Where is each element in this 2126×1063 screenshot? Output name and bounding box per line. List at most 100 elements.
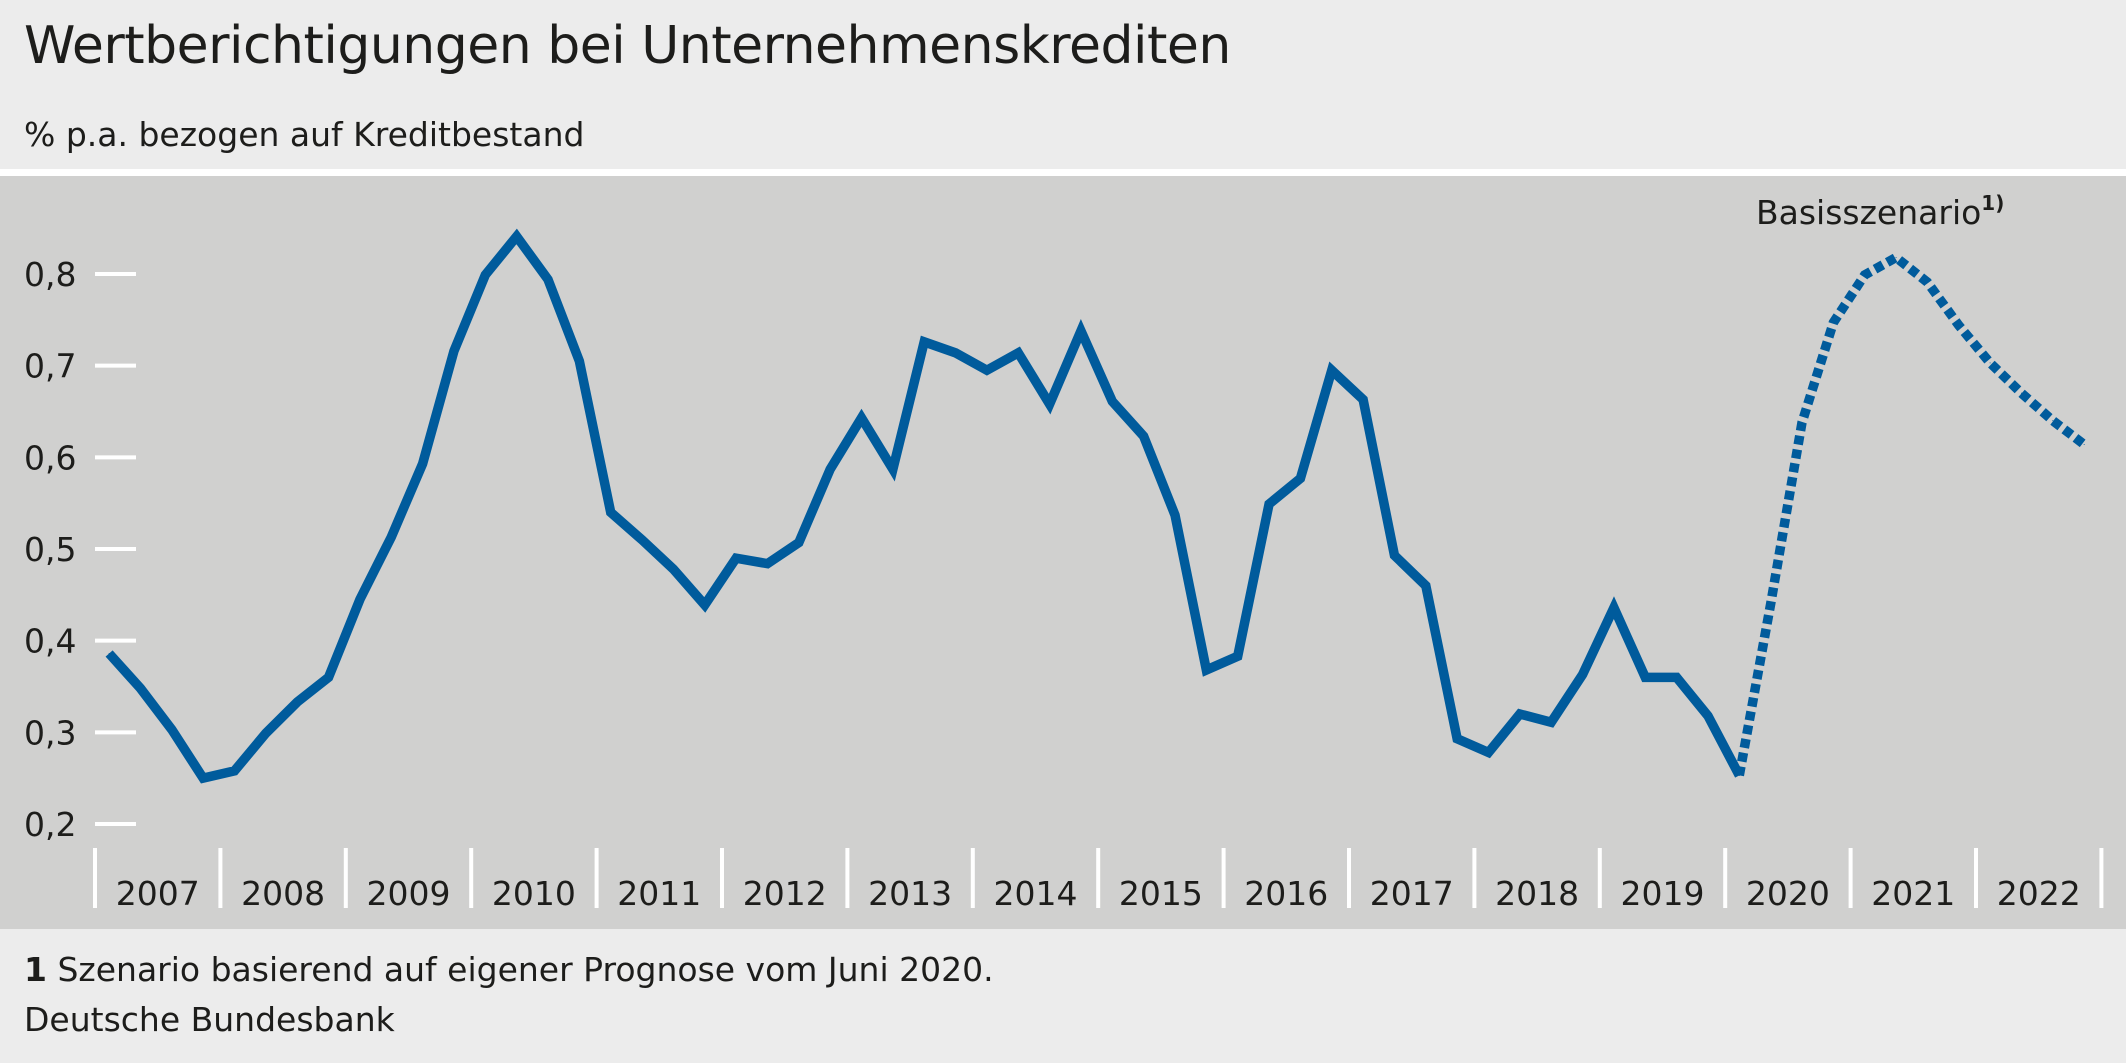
data-point xyxy=(1582,674,1584,676)
x-tick-label: 2021 xyxy=(1871,874,1955,913)
data-point xyxy=(453,350,455,352)
data-point xyxy=(1676,676,1678,678)
data-point xyxy=(610,511,612,513)
y-tick-label: 0,5 xyxy=(24,530,76,569)
x-tick-label: 2014 xyxy=(994,874,1078,913)
data-point xyxy=(1174,514,1176,516)
source: Deutsche Bundesbank xyxy=(24,1000,395,1039)
data-point xyxy=(735,557,737,559)
footnote-number: 1 xyxy=(24,950,47,989)
data-point xyxy=(1989,362,1991,364)
data-point xyxy=(1770,603,1772,605)
data-point xyxy=(766,563,768,565)
data-point xyxy=(672,568,674,570)
data-point xyxy=(359,598,361,600)
data-point xyxy=(1205,669,1207,671)
data-point xyxy=(1049,403,1051,405)
x-tick-label: 2013 xyxy=(868,874,952,913)
x-tick-label: 2022 xyxy=(1997,874,2081,913)
data-point xyxy=(1488,752,1490,753)
y-tick-label: 0,4 xyxy=(24,622,76,661)
data-point xyxy=(2052,420,2054,422)
divider xyxy=(0,169,2126,176)
data-point xyxy=(139,687,141,689)
forecast-line xyxy=(1734,251,2088,777)
data-point xyxy=(1111,400,1113,402)
data-point xyxy=(1926,281,1928,283)
x-tick-label: 2019 xyxy=(1621,874,1705,913)
data-point xyxy=(704,604,706,606)
data-point xyxy=(641,539,643,541)
data-point xyxy=(829,468,831,470)
x-tick-label: 2015 xyxy=(1119,874,1203,913)
data-point xyxy=(955,352,957,354)
footnote: 1 Szenario basierend auf eigener Prognos… xyxy=(24,950,994,989)
data-point xyxy=(108,653,110,654)
data-point xyxy=(1613,607,1615,609)
data-point xyxy=(171,729,173,731)
data-point xyxy=(1237,655,1239,657)
x-tick-label: 2016 xyxy=(1244,874,1328,913)
data-point xyxy=(1299,477,1301,479)
data-point xyxy=(265,732,267,734)
x-tick-label: 2012 xyxy=(743,874,827,913)
data-point xyxy=(2083,444,2085,445)
x-tick-label: 2008 xyxy=(241,874,325,913)
data-point xyxy=(892,468,894,470)
y-tick-label: 0,7 xyxy=(24,347,76,386)
chart-subtitle: % p.a. bezogen auf Kreditbestand xyxy=(24,115,585,154)
footnote-text: Szenario basierend auf eigener Prognose … xyxy=(57,950,994,989)
data-point xyxy=(484,274,486,276)
chart-title: Wertberichtigungen bei Unternehmenskredi… xyxy=(24,16,1231,76)
data-point xyxy=(1519,713,1521,715)
scenario-footnote-marker: 1) xyxy=(1981,191,2004,215)
data-point xyxy=(1080,330,1082,332)
plot-area xyxy=(0,176,2126,929)
x-tick-label: 2007 xyxy=(116,874,200,913)
data-point xyxy=(1550,721,1552,723)
data-point xyxy=(1331,369,1333,371)
data-point xyxy=(1738,774,1740,776)
data-point xyxy=(1425,585,1427,587)
data-point xyxy=(1143,435,1145,437)
data-point xyxy=(516,235,518,237)
data-point xyxy=(1644,676,1646,678)
x-tick-label: 2018 xyxy=(1495,874,1579,913)
data-point xyxy=(1362,399,1364,401)
data-point xyxy=(923,341,925,343)
data-point xyxy=(2020,392,2022,394)
x-tick-label: 2020 xyxy=(1746,874,1830,913)
data-point xyxy=(578,360,580,362)
data-point xyxy=(1456,738,1458,740)
actual-line xyxy=(105,228,1744,784)
data-point xyxy=(861,417,863,419)
y-tick-label: 0,8 xyxy=(24,255,76,294)
data-point xyxy=(1864,274,1866,276)
data-point xyxy=(390,536,392,538)
data-point xyxy=(1895,257,1897,258)
data-point xyxy=(1832,322,1834,324)
data-point xyxy=(328,676,330,678)
data-point xyxy=(1801,422,1803,423)
data-point xyxy=(1393,554,1395,556)
data-point xyxy=(1017,352,1019,354)
x-tick-label: 2009 xyxy=(367,874,451,913)
x-tick-label: 2010 xyxy=(492,874,576,913)
data-point xyxy=(1707,715,1709,717)
x-tick-label: 2011 xyxy=(617,874,701,913)
data-point xyxy=(986,369,988,371)
y-tick-label: 0,6 xyxy=(24,438,76,477)
data-point xyxy=(296,701,298,703)
y-tick-label: 0,3 xyxy=(24,713,76,752)
data-point xyxy=(234,770,236,772)
data-point xyxy=(1958,324,1960,326)
data-point xyxy=(1268,503,1270,505)
scenario-label: Basisszenario1) xyxy=(1756,191,2004,232)
data-point xyxy=(547,279,549,280)
data-point xyxy=(798,542,800,544)
data-point xyxy=(202,777,204,779)
y-tick-label: 0,2 xyxy=(24,805,76,844)
data-point xyxy=(422,463,424,465)
x-tick-label: 2017 xyxy=(1370,874,1454,913)
